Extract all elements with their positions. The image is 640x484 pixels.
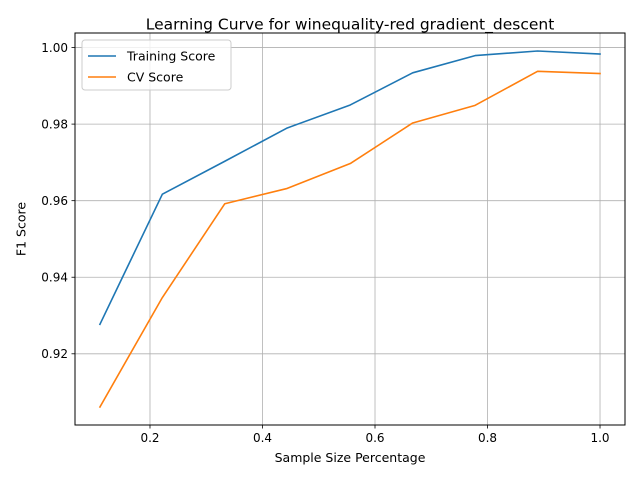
axis-ticks: 0.2 0.4 0.6 0.8 1.0 0.92 0.94 0.96 0.98 1.00	[41, 41, 609, 445]
y-axis-label: F1 Score	[14, 202, 29, 256]
y-tick-label: 0.96	[41, 194, 68, 208]
x-tick-label: 0.8	[478, 431, 497, 445]
x-tick-label: 0.2	[140, 431, 159, 445]
y-tick-label: 1.00	[41, 41, 68, 55]
legend-label-cv-score: CV Score	[127, 70, 184, 85]
axes-frame	[74, 32, 626, 426]
y-tick-label: 0.98	[41, 117, 68, 131]
legend-box	[81, 39, 232, 91]
legend: Training Score CV Score	[81, 39, 232, 91]
x-axis-label: Sample Size Percentage	[275, 450, 426, 465]
grid-lines	[75, 33, 625, 425]
series-line-cv-score	[98, 70, 601, 409]
x-tick-label: 0.4	[253, 431, 272, 445]
y-tick-label: 0.94	[41, 271, 68, 285]
legend-label-training-score: Training Score	[126, 49, 216, 64]
y-tick-label: 0.92	[41, 347, 68, 361]
series-lines	[98, 50, 601, 409]
x-tick-label: 0.6	[365, 431, 384, 445]
series-line-training-score	[98, 50, 601, 326]
x-tick-label: 1.0	[590, 431, 609, 445]
chart-title: Learning Curve for winequality-red gradi…	[146, 16, 555, 35]
